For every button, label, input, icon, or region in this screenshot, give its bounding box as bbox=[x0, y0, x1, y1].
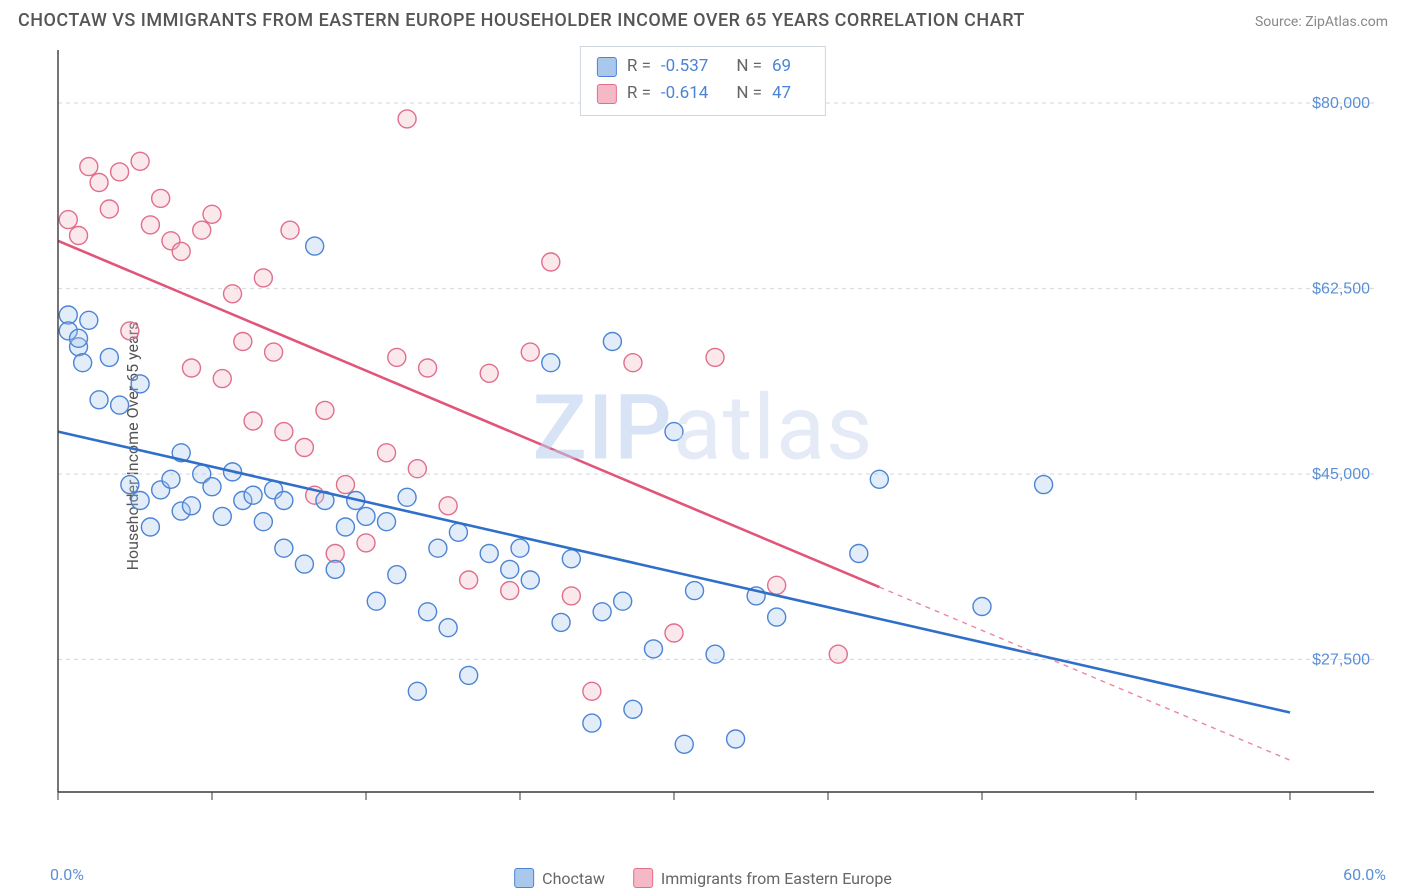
chart-title: CHOCTAW VS IMMIGRANTS FROM EASTERN EUROP… bbox=[18, 10, 1025, 31]
legend-label-ee: Immigrants from Eastern Europe bbox=[661, 869, 892, 888]
n-value-choctaw: 69 bbox=[772, 53, 791, 80]
svg-text:$45,000: $45,000 bbox=[1312, 466, 1370, 483]
r-value-choctaw: -0.537 bbox=[661, 53, 708, 80]
svg-text:$80,000: $80,000 bbox=[1312, 95, 1370, 112]
stats-row-ee: R = -0.614 N = 47 bbox=[597, 80, 809, 107]
legend-item-ee: Immigrants from Eastern Europe bbox=[633, 868, 892, 888]
source-prefix: Source: bbox=[1255, 14, 1305, 30]
n-label: N = bbox=[736, 80, 762, 107]
correlation-stats-box: R = -0.537 N = 69 R = -0.614 N = 47 bbox=[580, 46, 826, 116]
x-axis-max-label: 60.0% bbox=[1343, 865, 1386, 884]
svg-text:$62,500: $62,500 bbox=[1312, 281, 1370, 298]
r-label: R = bbox=[627, 53, 651, 80]
r-value-ee: -0.614 bbox=[661, 80, 708, 107]
legend-label-choctaw: Choctaw bbox=[542, 869, 605, 888]
stats-row-choctaw: R = -0.537 N = 69 bbox=[597, 53, 809, 80]
legend-item-choctaw: Choctaw bbox=[514, 868, 605, 888]
x-axis-min-label: 0.0% bbox=[50, 865, 84, 884]
svg-text:$27,500: $27,500 bbox=[1312, 652, 1370, 669]
n-value-ee: 47 bbox=[772, 80, 791, 107]
scatter-chart: $27,500 $45,000 $62,500 $80,000 bbox=[50, 42, 1380, 822]
source-name: ZipAtlas.com bbox=[1305, 14, 1388, 30]
legend-swatch-choctaw bbox=[514, 868, 534, 888]
r-label: R = bbox=[627, 80, 651, 107]
swatch-choctaw bbox=[597, 57, 617, 77]
source-attribution: Source: ZipAtlas.com bbox=[1255, 14, 1388, 30]
legend: Choctaw Immigrants from Eastern Europe bbox=[514, 868, 892, 888]
legend-swatch-ee bbox=[633, 868, 653, 888]
n-label: N = bbox=[736, 53, 762, 80]
swatch-ee bbox=[597, 84, 617, 104]
